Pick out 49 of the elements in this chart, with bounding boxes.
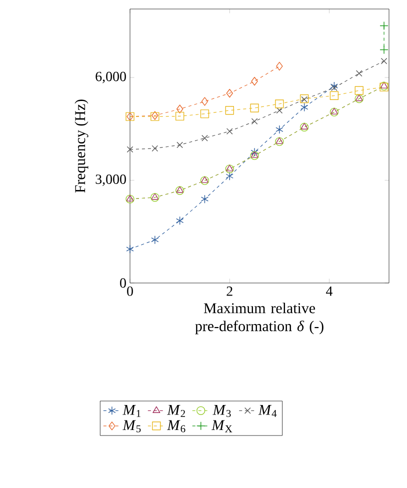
point xyxy=(151,235,159,244)
point xyxy=(276,62,283,71)
y-tick-label: 6,000 xyxy=(96,72,126,84)
point xyxy=(176,142,183,148)
legend-label: M$_{4}$ xyxy=(258,405,277,417)
point xyxy=(201,97,208,106)
point xyxy=(300,122,309,132)
point xyxy=(356,70,362,77)
point xyxy=(380,21,388,30)
x-tick-label: 4 xyxy=(326,286,333,296)
legend-label: M$_{6}$ xyxy=(167,420,186,432)
point xyxy=(276,125,284,134)
point xyxy=(380,58,388,64)
legend-label: M$_{X}$ xyxy=(211,420,232,432)
legend-label: M$_{2}$ xyxy=(167,405,185,417)
point xyxy=(251,76,258,86)
y-axis-title: Frequency (Hz) xyxy=(74,100,88,193)
point xyxy=(200,194,209,204)
point xyxy=(276,107,283,114)
point xyxy=(331,84,338,91)
point xyxy=(354,86,364,95)
point xyxy=(251,118,258,125)
point xyxy=(175,112,184,121)
x-tick-label: 0 xyxy=(127,286,133,296)
point xyxy=(330,91,339,100)
point xyxy=(126,146,134,153)
point xyxy=(226,128,233,134)
point xyxy=(126,244,134,254)
x-tick-label: 2 xyxy=(226,286,232,296)
legend-label: M$_{5}$ xyxy=(122,420,141,432)
point xyxy=(202,134,208,142)
y-tick-label: 3,000 xyxy=(96,174,126,186)
point xyxy=(226,172,234,180)
point xyxy=(176,216,184,226)
point xyxy=(250,148,258,157)
point xyxy=(330,82,338,90)
point xyxy=(380,45,388,54)
y-tick-label: 0 xyxy=(120,278,126,288)
point xyxy=(250,104,259,112)
point xyxy=(200,109,210,118)
point xyxy=(176,104,184,114)
x-axis-title: Maximum relative pre-deformation δ (-) xyxy=(195,302,324,334)
legend-label: M$_{3}$ xyxy=(212,405,231,418)
legend-label: M$_{1}$ xyxy=(122,405,140,417)
point xyxy=(152,145,158,152)
point xyxy=(300,102,308,112)
point xyxy=(226,88,233,98)
point xyxy=(275,100,284,108)
point xyxy=(225,106,234,115)
